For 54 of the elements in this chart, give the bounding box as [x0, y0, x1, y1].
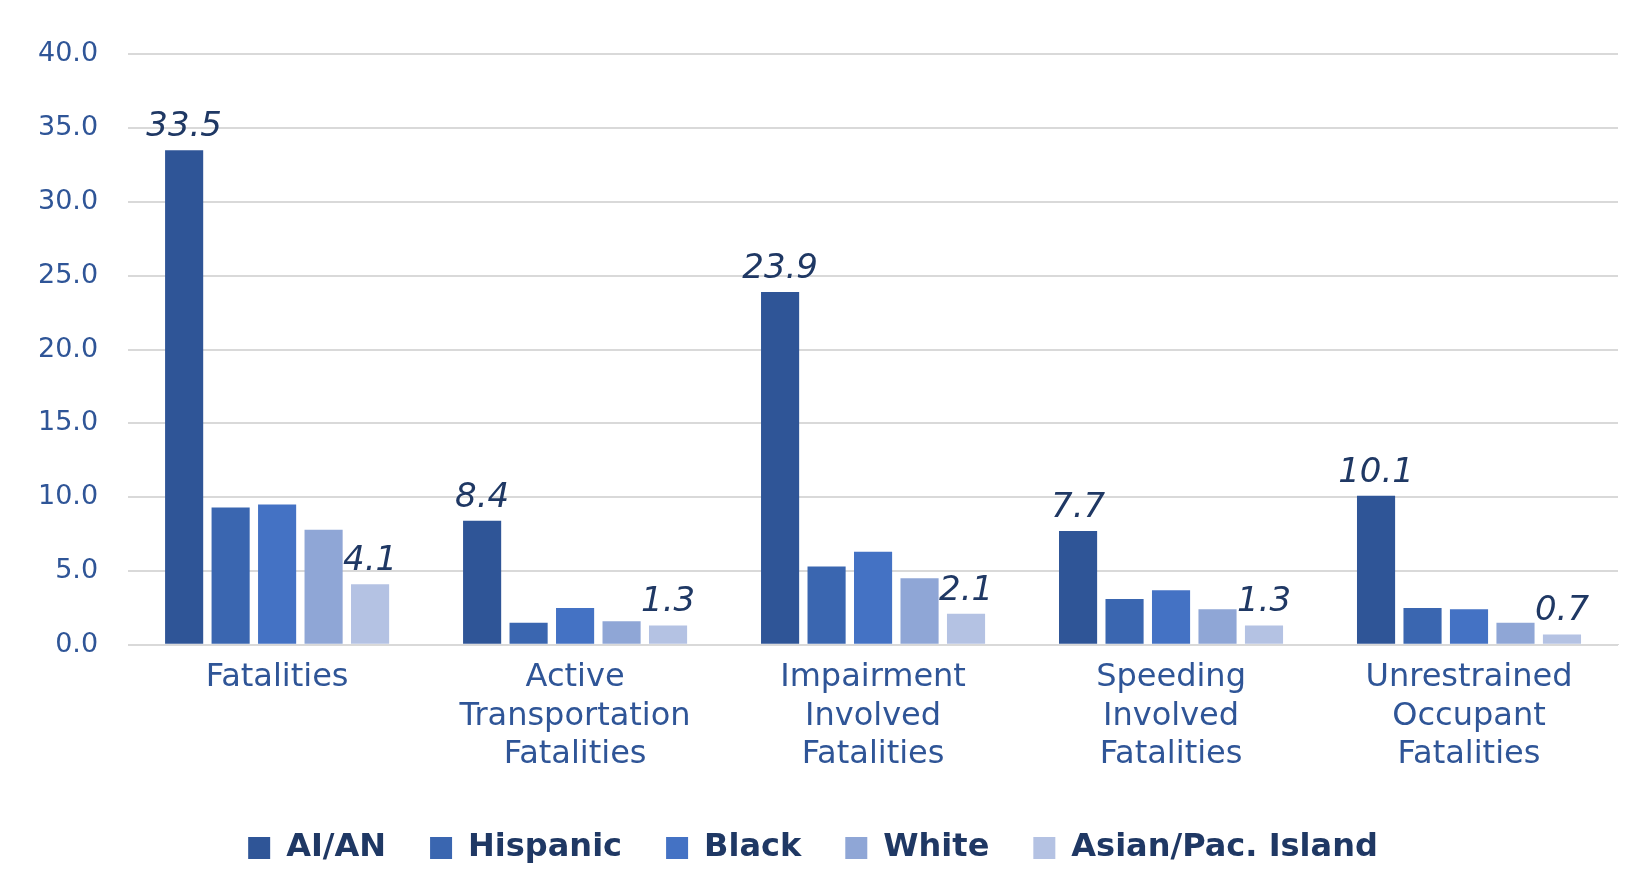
- bar: [1496, 622, 1535, 644]
- data-label: 1.3: [641, 579, 696, 620]
- y-tick-label: 5.0: [55, 552, 99, 584]
- x-tick-label: Active Transportation Fatalities: [458, 656, 691, 772]
- legend-label: Hispanic: [468, 826, 623, 865]
- bar: [165, 150, 204, 644]
- bar: [1403, 607, 1442, 644]
- bar: [807, 566, 846, 644]
- bar: [648, 625, 688, 644]
- bar: [900, 578, 939, 644]
- bar: [1151, 590, 1191, 644]
- data-label: 10.1: [1338, 449, 1414, 490]
- data-label: 2.1: [938, 567, 994, 608]
- y-tick-label: 0.0: [55, 626, 99, 658]
- legend-label: Asian/Pac. Island: [1071, 826, 1378, 865]
- x-tick-label: Unrestrained Occupant Fatalities: [1365, 656, 1573, 772]
- y-tick-label: 40.0: [37, 36, 99, 68]
- data-label: 8.4: [455, 474, 510, 515]
- bar: [1356, 495, 1396, 644]
- bar: [556, 607, 595, 644]
- bar: [1105, 599, 1144, 644]
- data-label: 7.7: [1051, 484, 1106, 525]
- bar: [761, 291, 800, 644]
- bar: [854, 551, 893, 644]
- data-label: 0.7: [1534, 588, 1590, 629]
- bar: [1244, 625, 1284, 644]
- data-label: 33.5: [146, 104, 222, 144]
- bar: [1198, 609, 1237, 644]
- data-label: 23.9: [742, 245, 818, 286]
- data-label: 4.1: [343, 538, 398, 579]
- legend-label: Black: [704, 826, 803, 865]
- data-label: 1.3: [1236, 579, 1292, 620]
- bar: [304, 529, 343, 644]
- bar: [509, 622, 548, 644]
- bar: [258, 504, 297, 644]
- bar: [1059, 531, 1098, 644]
- legend-label: White: [883, 826, 990, 865]
- legend-label: AI/AN: [286, 826, 387, 865]
- y-tick-label: 10.0: [37, 479, 99, 511]
- x-tick-label: Fatalities: [205, 656, 349, 695]
- bar: [946, 613, 986, 644]
- bar: [1449, 609, 1489, 644]
- y-tick-label: 20.0: [37, 331, 99, 363]
- bar: [602, 621, 641, 644]
- bar: [1542, 634, 1582, 644]
- y-tick-label: 15.0: [37, 405, 99, 437]
- bar: [463, 520, 502, 644]
- y-tick-label: 35.0: [37, 110, 99, 142]
- bar: [351, 584, 390, 644]
- x-tick-label: Speeding Involved Fatalities: [1096, 656, 1246, 772]
- x-tick-label: Impairment Involved Fatalities: [780, 656, 966, 772]
- y-tick-label: 25.0: [37, 257, 99, 289]
- bar: [211, 507, 250, 644]
- y-tick-label: 30.0: [37, 183, 99, 215]
